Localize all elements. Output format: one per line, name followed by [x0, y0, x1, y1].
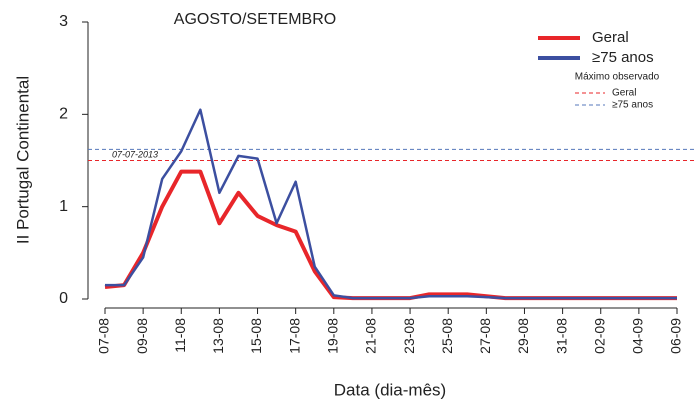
x-tick-label: 31-08 — [553, 318, 569, 354]
x-tick-label: 19-08 — [325, 318, 341, 354]
x-tick-label: 09-08 — [134, 318, 150, 354]
x-tick-label: 04-09 — [630, 318, 646, 354]
chart-title: AGOSTO/SETEMBRO — [174, 11, 336, 28]
x-tick-label: 23-08 — [401, 318, 417, 354]
x-tick-label: 29-08 — [515, 318, 531, 354]
series-line — [105, 108, 677, 300]
x-tick-label: 11-08 — [172, 318, 188, 353]
x-tick-label: 06-09 — [668, 318, 684, 354]
x-axis-label: Data (dia-mês) — [334, 380, 446, 399]
y-tick-label: 2 — [59, 106, 68, 123]
annotation: 07-07-2013 — [112, 149, 158, 159]
y-tick-label: 3 — [59, 13, 68, 30]
legend-label: Geral — [592, 29, 629, 46]
series-line — [104, 169, 677, 301]
legend-label: Geral — [612, 88, 636, 99]
legend-subtitle: Máximo observado — [575, 72, 660, 83]
x-tick-label: 25-08 — [439, 318, 455, 354]
x-tick-label: 02-09 — [591, 318, 607, 354]
legend-label: ≥75 anos — [592, 49, 654, 66]
y-tick-label: 0 — [59, 290, 68, 307]
legend-label: ≥75 anos — [612, 100, 653, 111]
x-tick-label: 13-08 — [210, 318, 226, 354]
x-tick-label: 07-08 — [96, 318, 112, 354]
x-tick-label: 27-08 — [477, 318, 493, 354]
x-tick-label: 17-08 — [286, 318, 302, 354]
y-axis-label: II Portugal Continental — [13, 76, 32, 244]
y-tick-label: 1 — [59, 198, 68, 215]
x-tick-label: 15-08 — [248, 318, 264, 354]
x-tick-label: 21-08 — [363, 318, 379, 354]
